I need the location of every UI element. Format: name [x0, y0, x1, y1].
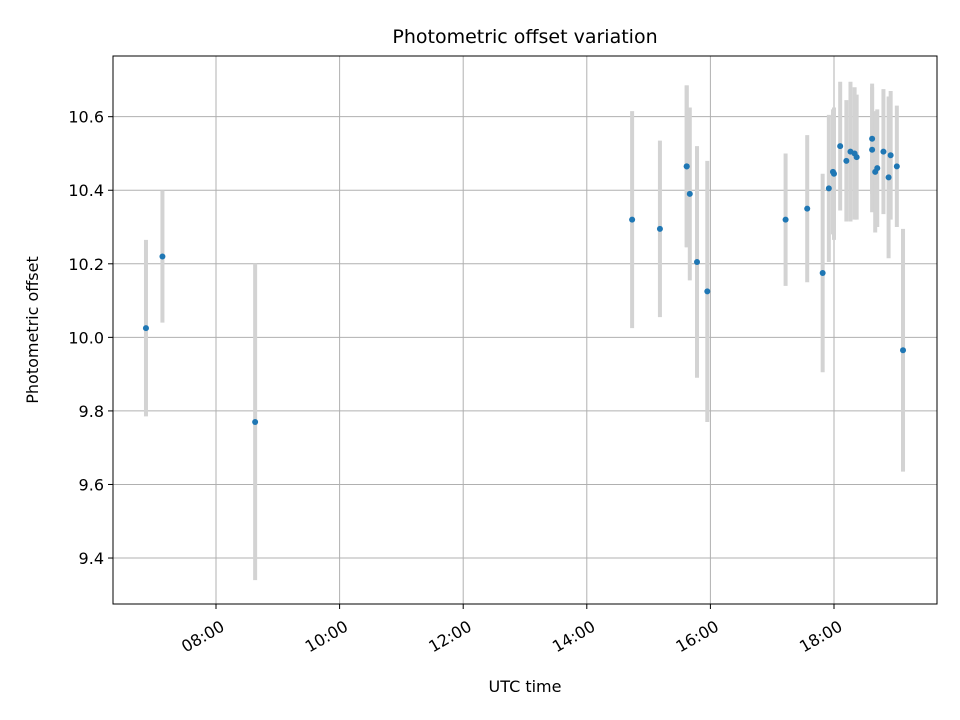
data-point [894, 163, 900, 169]
data-point [804, 206, 810, 212]
y-tick-label: 9.6 [79, 475, 104, 494]
data-point [831, 171, 837, 177]
data-point [820, 270, 826, 276]
data-point [900, 347, 906, 353]
data-point [684, 163, 690, 169]
data-point [687, 191, 693, 197]
data-point [886, 174, 892, 180]
data-point [629, 217, 635, 223]
data-point [252, 419, 258, 425]
data-point [704, 288, 710, 294]
data-point [880, 149, 886, 155]
data-point [694, 259, 700, 265]
y-tick-label: 9.8 [79, 402, 104, 421]
data-point [843, 158, 849, 164]
data-point [869, 147, 875, 153]
y-axis-label: Photometric offset [23, 256, 42, 404]
data-point [783, 217, 789, 223]
data-point [143, 325, 149, 331]
chart-title: Photometric offset variation [392, 26, 657, 48]
data-point [826, 185, 832, 191]
y-tick-label: 10.6 [68, 108, 104, 127]
data-point [854, 154, 860, 160]
y-tick-label: 10.2 [68, 255, 104, 274]
data-point [874, 165, 880, 171]
data-point [837, 143, 843, 149]
data-point [888, 152, 894, 158]
x-axis-label: UTC time [489, 677, 562, 696]
data-point [869, 136, 875, 142]
data-point [159, 253, 165, 259]
y-tick-label: 9.4 [79, 549, 104, 568]
data-point [657, 226, 663, 232]
y-tick-label: 10.4 [68, 181, 104, 200]
y-tick-label: 10.0 [68, 328, 104, 347]
